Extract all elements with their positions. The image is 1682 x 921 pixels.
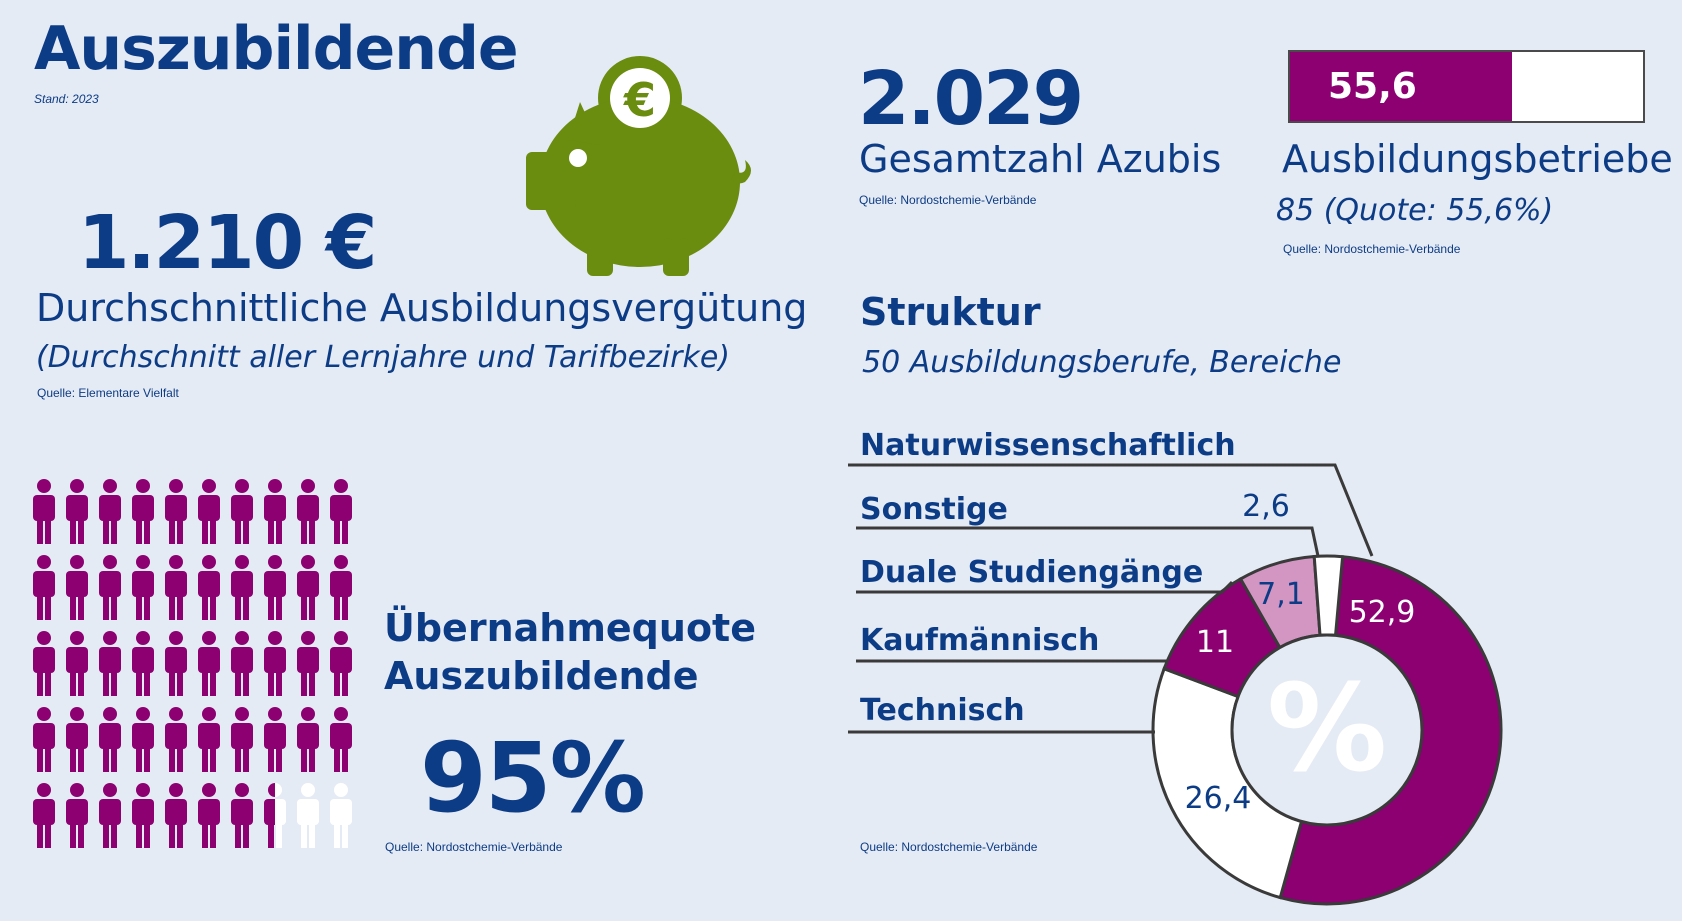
- person-icon: [165, 631, 187, 696]
- person-icon: [132, 783, 154, 848]
- person-icon: [330, 479, 352, 544]
- betriebe-quote-fill: [1290, 52, 1513, 121]
- person-icon: [264, 631, 286, 696]
- person-icon: [198, 555, 220, 620]
- person-icon: [66, 783, 88, 848]
- person-icon: [198, 479, 220, 544]
- person-icon: [99, 707, 121, 772]
- person-icon: [264, 707, 286, 772]
- category-label: Naturwissenschaftlich: [860, 428, 1236, 463]
- person-icon: [330, 783, 352, 848]
- person-icon: [264, 783, 286, 848]
- uebernahme-label: Übernahmequote Auszubildende: [384, 604, 756, 700]
- person-icon: [66, 479, 88, 544]
- stand-date: Stand: 2023: [34, 92, 99, 106]
- person-icon: [99, 555, 121, 620]
- svg-text:€: €: [623, 73, 656, 127]
- donut-value-label: 7,1: [1257, 577, 1305, 612]
- betriebe-quote-bar: 55,6: [1288, 50, 1645, 123]
- person-icon: [132, 479, 154, 544]
- person-icon: [264, 555, 286, 620]
- uebernahme-value: 95%: [420, 722, 646, 834]
- person-icon: [165, 479, 187, 544]
- donut-value-label: 26,4: [1185, 781, 1252, 816]
- leader-line: [856, 526, 1320, 557]
- category-label: Duale Studiengänge: [860, 555, 1203, 590]
- person-icon: [33, 555, 55, 620]
- person-icon: [33, 707, 55, 772]
- betriebe-source: Quelle: Nordostchemie-Verbände: [1283, 242, 1461, 256]
- person-icon: [231, 479, 253, 544]
- betriebe-sub: 85 (Quote: 55,6%): [1276, 193, 1554, 228]
- donut-value-label: 52,9: [1349, 595, 1416, 630]
- person-icon: [33, 479, 55, 544]
- donut-slice-kaufm-nnisch: [1162, 576, 1282, 699]
- leader-line: [848, 463, 1374, 557]
- person-icon: [66, 631, 88, 696]
- category-label: Sonstige: [860, 492, 1008, 527]
- person-icon: [99, 479, 121, 544]
- struktur-sub: 50 Ausbildungsberufe, Bereiche: [862, 345, 1342, 380]
- person-icon: [264, 479, 286, 544]
- person-icon: [330, 631, 352, 696]
- donut-center: [1230, 633, 1424, 827]
- person-icon: [297, 479, 319, 544]
- category-label: Kaufmännisch: [860, 623, 1099, 658]
- person-icon: [165, 707, 187, 772]
- person-icon: [198, 631, 220, 696]
- person-icon: [99, 783, 121, 848]
- leader-line: [856, 580, 1234, 594]
- page-title: Auszubildende: [34, 14, 519, 84]
- person-icon: [33, 783, 55, 848]
- person-icon: [231, 783, 253, 848]
- donut-value-label: 11: [1196, 625, 1234, 660]
- person-icon: [330, 707, 352, 772]
- person-icon: [99, 631, 121, 696]
- verguetung-label: Durchschnittliche Ausbildungsvergütung: [36, 286, 808, 330]
- person-icon: [198, 707, 220, 772]
- category-label: Technisch: [860, 693, 1025, 728]
- person-icon: [231, 707, 253, 772]
- person-icon: [297, 555, 319, 620]
- person-icon: [132, 631, 154, 696]
- person-icon: [297, 707, 319, 772]
- betriebe-quote-label: 55,6: [1328, 66, 1417, 107]
- donut-slice-duale-studieng-nge: [1238, 554, 1322, 650]
- donut-slice-naturwissenschaftlich: [1278, 555, 1503, 906]
- struktur-label: Struktur: [860, 290, 1041, 334]
- person-icon: [297, 631, 319, 696]
- donut-center-symbol: %: [1267, 660, 1387, 799]
- donut-value-label: 2,6: [1242, 489, 1290, 524]
- person-icon: [198, 783, 220, 848]
- struktur-source: Quelle: Nordostchemie-Verbände: [860, 840, 1038, 854]
- verguetung-sub: (Durchschnitt aller Lernjahre und Tarifb…: [36, 340, 731, 375]
- azubis-label: Gesamtzahl Azubis: [859, 137, 1222, 181]
- person-icon: [132, 707, 154, 772]
- uebernahme-label-line1: Übernahmequote: [384, 606, 756, 650]
- person-icon: [330, 555, 352, 620]
- person-icon: [66, 707, 88, 772]
- verguetung-source: Quelle: Elementare Vielfalt: [37, 386, 179, 400]
- uebernahme-label-line2: Auszubildende: [384, 654, 699, 698]
- person-icon: [165, 555, 187, 620]
- person-icon: [132, 555, 154, 620]
- verguetung-value: 1.210 €: [78, 200, 377, 286]
- donut-slice-sonstige: [1312, 554, 1345, 638]
- azubis-value: 2.029: [858, 56, 1084, 142]
- person-icon: [33, 631, 55, 696]
- azubis-source: Quelle: Nordostchemie-Verbände: [859, 193, 1037, 207]
- person-icon: [231, 555, 253, 620]
- uebernahme-source: Quelle: Nordostchemie-Verbände: [385, 840, 563, 854]
- person-icon: [231, 631, 253, 696]
- person-icon: [165, 783, 187, 848]
- donut-slice-technisch: [1151, 666, 1304, 900]
- person-icon: [297, 783, 319, 848]
- betriebe-label: Ausbildungsbetriebe: [1282, 137, 1673, 181]
- person-icon: [66, 555, 88, 620]
